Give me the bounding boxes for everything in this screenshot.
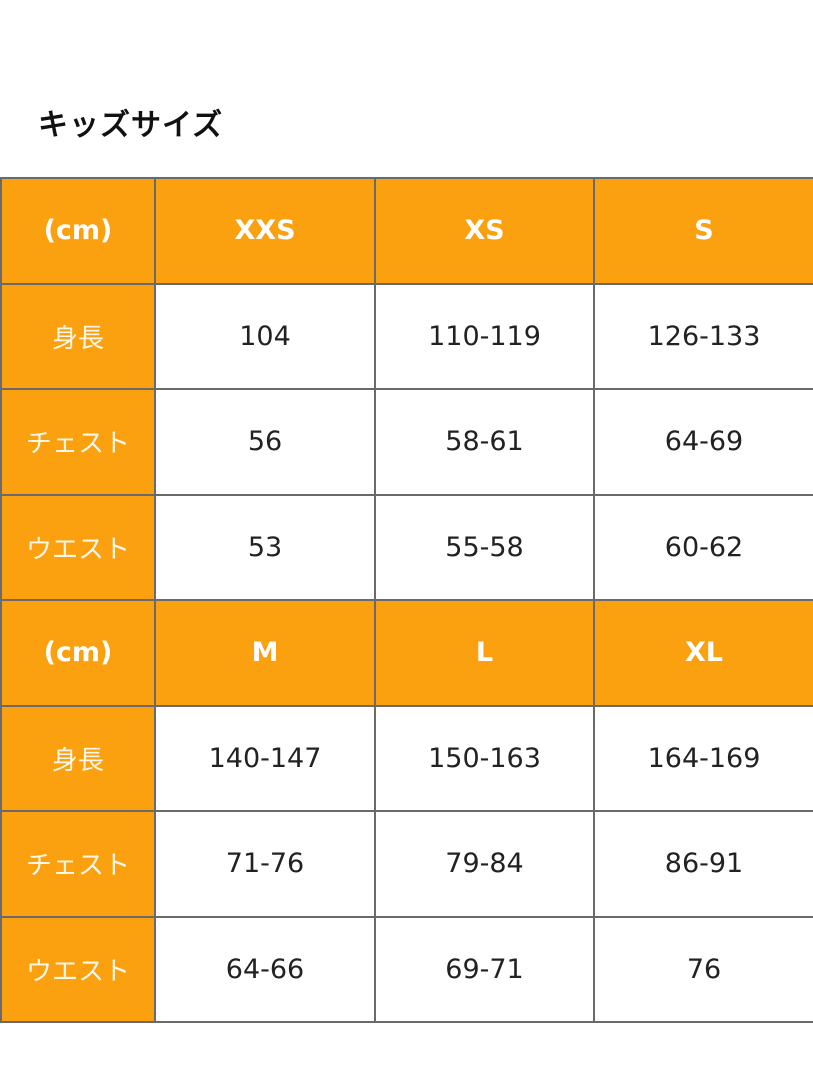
page-title: キッズサイズ <box>38 108 224 143</box>
measurement-value-cell: 56 <box>154 388 376 496</box>
table-row: 身長 140-147 150-163 164-169 <box>0 704 813 812</box>
size-table: (cm) XXS XS S 身長 104 110-119 126-133 チェスト 56 58-61… <box>0 177 813 1023</box>
measurement-value-cell: 164-169 <box>593 704 813 812</box>
measurement-label-cell: ウエスト <box>0 493 156 601</box>
table-row: チェスト 56 58-61 64-69 <box>0 388 813 496</box>
measurement-value-cell: 79-84 <box>374 810 595 918</box>
measurement-value-cell: 60-62 <box>593 493 813 601</box>
table-row: 身長 104 110-119 126-133 <box>0 282 813 390</box>
measurement-value-cell: 110-119 <box>374 282 595 390</box>
measurement-value-cell: 69-71 <box>374 915 595 1023</box>
size-header-cell: S <box>593 177 813 285</box>
size-header-cell: XL <box>593 599 813 707</box>
size-header-cell: XS <box>374 177 595 285</box>
measurement-value-cell: 150-163 <box>374 704 595 812</box>
measurement-label-cell: 身長 <box>0 282 156 390</box>
size-header-row: (cm) M L XL <box>0 599 813 707</box>
size-header-cell: L <box>374 599 595 707</box>
table-row: チェスト 71-76 79-84 86-91 <box>0 810 813 918</box>
measurement-value-cell: 140-147 <box>154 704 376 812</box>
measurement-value-cell: 55-58 <box>374 493 595 601</box>
table-row: ウエスト 53 55-58 60-62 <box>0 493 813 601</box>
unit-header-cell: (cm) <box>0 599 156 707</box>
measurement-value-cell: 53 <box>154 493 376 601</box>
measurement-value-cell: 58-61 <box>374 388 595 496</box>
measurement-value-cell: 76 <box>593 915 813 1023</box>
size-header-cell: M <box>154 599 376 707</box>
measurement-label-cell: ウエスト <box>0 915 156 1023</box>
unit-header-cell: (cm) <box>0 177 156 285</box>
measurement-value-cell: 86-91 <box>593 810 813 918</box>
measurement-value-cell: 71-76 <box>154 810 376 918</box>
table-row: ウエスト 64-66 69-71 76 <box>0 915 813 1023</box>
measurement-value-cell: 64-66 <box>154 915 376 1023</box>
measurement-label-cell: チェスト <box>0 388 156 496</box>
size-header-cell: XXS <box>154 177 376 285</box>
measurement-value-cell: 64-69 <box>593 388 813 496</box>
measurement-label-cell: チェスト <box>0 810 156 918</box>
measurement-label-cell: 身長 <box>0 704 156 812</box>
measurement-value-cell: 126-133 <box>593 282 813 390</box>
size-header-row: (cm) XXS XS S <box>0 177 813 285</box>
measurement-value-cell: 104 <box>154 282 376 390</box>
